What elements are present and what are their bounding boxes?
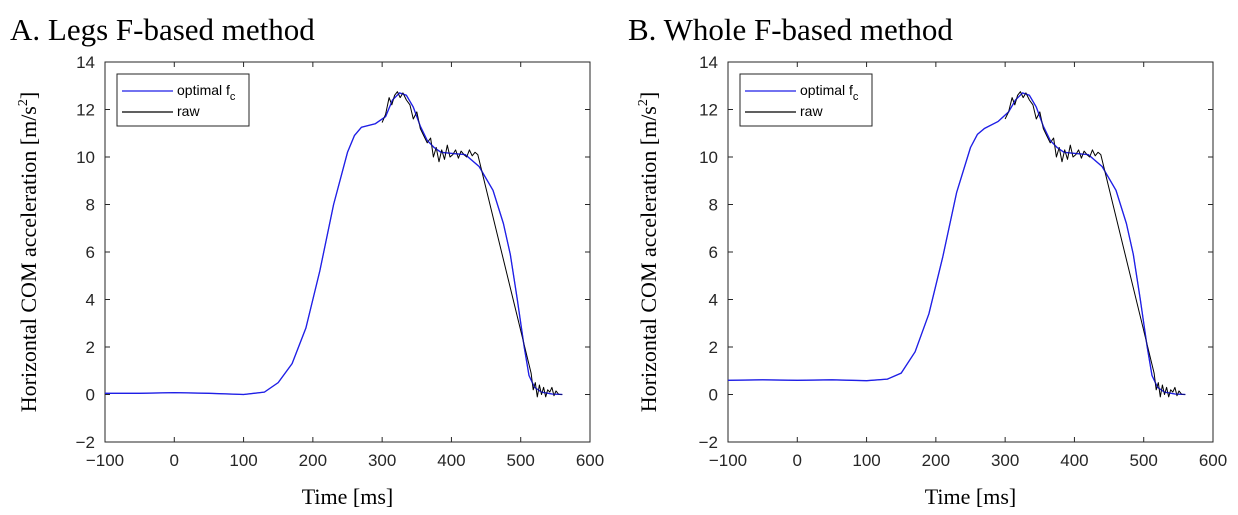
plot-area <box>105 91 563 398</box>
y-tick-label: 2 <box>709 338 718 357</box>
x-axis-title: Time [ms] <box>925 484 1016 509</box>
panel-b: B. Whole F-based method−100 0 100 200 300 400… <box>628 12 1227 509</box>
legend-label-optimal: optimal fc <box>177 82 236 103</box>
y-axis-title-text: Horizontal COM acceleration [m/s <box>16 106 41 412</box>
y-tick-label: 8 <box>86 196 95 215</box>
series-line-raw <box>1004 91 1186 398</box>
panel-title: B. Whole F-based method <box>628 12 953 47</box>
y-axis-title: Horizontal COM acceleration [m/s2] <box>636 92 661 412</box>
series-line-optimal <box>105 92 563 396</box>
y-tick-label: 0 <box>86 386 95 405</box>
x-tick-label: 600 <box>1199 451 1227 470</box>
y-tick-label: 8 <box>709 196 718 215</box>
x-tick-label: 300 <box>368 451 396 470</box>
x-tick-label: 200 <box>922 451 950 470</box>
legend-label-raw: raw <box>800 103 823 119</box>
y-tick-label: 0 <box>709 386 718 405</box>
x-tick-label: 100 <box>852 451 880 470</box>
series-line-raw <box>381 91 563 398</box>
y-tick-label: 10 <box>76 148 95 167</box>
x-tick-label: 0 <box>793 451 802 470</box>
x-tick-label: 500 <box>507 451 535 470</box>
x-axis-title: Time [ms] <box>302 484 393 509</box>
y-tick-label: 12 <box>76 101 95 120</box>
x-tick-label: −100 <box>86 451 124 470</box>
y-tick-label: 6 <box>709 243 718 262</box>
x-tick-label: 0 <box>170 451 179 470</box>
y-axis-title-text: Horizontal COM acceleration [m/s <box>636 106 661 412</box>
plot-area <box>728 91 1186 398</box>
legend-label-text: optimal f <box>800 82 853 98</box>
x-tick-label: 300 <box>991 451 1019 470</box>
series-line-optimal-overlay <box>728 92 1186 396</box>
x-tick-label: 500 <box>1130 451 1158 470</box>
y-tick-label: 14 <box>76 53 95 72</box>
y-axis-title-close: ] <box>636 92 661 99</box>
series-line-optimal <box>728 92 1186 396</box>
x-tick-label: 400 <box>437 451 465 470</box>
series-line-optimal-overlay <box>105 92 563 396</box>
legend-label-sub: c <box>230 91 236 103</box>
y-tick-label: 6 <box>86 243 95 262</box>
y-axis-title: Horizontal COM acceleration [m/s2] <box>16 92 41 412</box>
legend-label-optimal: optimal fc <box>800 82 859 103</box>
panel-a: A. Legs F-based method−100 0 100 200 300 400 5… <box>10 12 604 509</box>
panel-title: A. Legs F-based method <box>10 12 315 47</box>
legend-label-text: raw <box>177 103 200 119</box>
legend-box <box>116 73 250 127</box>
y-axis-title-sup: 2 <box>636 99 651 106</box>
y-axis-title-sup: 2 <box>16 99 31 106</box>
x-tick-label: 600 <box>576 451 604 470</box>
legend-label-raw: raw <box>177 103 200 119</box>
y-tick-label: 12 <box>699 101 718 120</box>
y-tick-label: 14 <box>699 53 718 72</box>
x-tick-label: 400 <box>1060 451 1088 470</box>
y-tick-label: 10 <box>699 148 718 167</box>
legend-label-sub: c <box>853 91 859 103</box>
y-tick-label: −2 <box>76 433 95 452</box>
legend-label-text: optimal f <box>177 82 230 98</box>
y-tick-label: 4 <box>86 291 95 310</box>
y-axis-title-close: ] <box>16 92 41 99</box>
x-tick-label: 100 <box>229 451 257 470</box>
x-tick-label: 200 <box>299 451 327 470</box>
y-tick-label: 4 <box>709 291 718 310</box>
y-tick-label: 2 <box>86 338 95 357</box>
x-tick-label: −100 <box>709 451 747 470</box>
y-tick-label: −2 <box>699 433 718 452</box>
legend-label-text: raw <box>800 103 823 119</box>
legend-box <box>739 73 873 127</box>
